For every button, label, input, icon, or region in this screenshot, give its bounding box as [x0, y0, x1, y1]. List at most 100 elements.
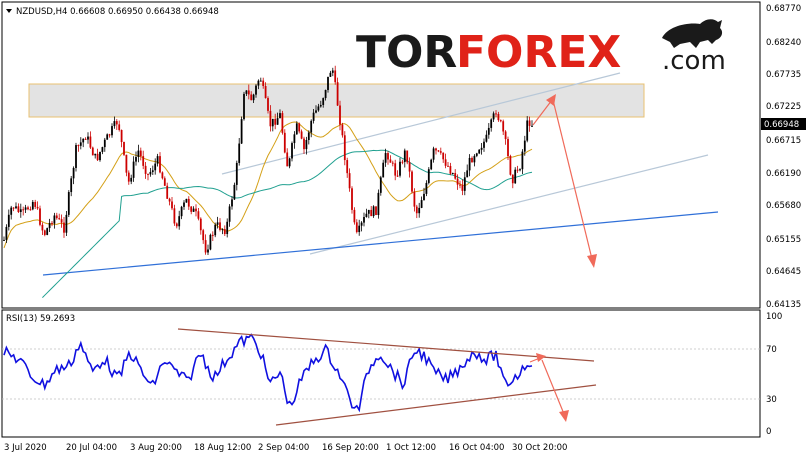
candle-body — [291, 143, 293, 159]
time-tick: 16 Sep 20:00 — [322, 443, 379, 453]
candle-body — [103, 139, 106, 148]
candle-body — [123, 141, 125, 155]
candle-body — [439, 151, 442, 153]
moving-average-fast — [3, 121, 533, 249]
candle-body — [507, 139, 509, 157]
candle-body — [154, 163, 157, 171]
candle-body — [219, 222, 221, 230]
candle-body — [353, 209, 356, 223]
candle-body — [355, 222, 358, 233]
candle-body — [267, 98, 269, 111]
price-tick: 0.67735 — [766, 70, 801, 80]
time-tick: 30 Oct 20:00 — [512, 443, 567, 453]
candle-body — [67, 192, 70, 215]
candle-body — [46, 228, 49, 235]
candle-body — [243, 93, 245, 120]
rsi-lower-trend-line — [275, 384, 597, 426]
candle-body — [48, 222, 51, 229]
candle-body — [514, 169, 517, 184]
candle-body — [365, 213, 368, 218]
candle-body — [324, 89, 327, 99]
current-price-label: 0.66948 — [764, 120, 799, 130]
candle-body — [322, 98, 325, 105]
candle-body — [461, 184, 464, 191]
candle-body — [375, 206, 377, 215]
time-axis: 3 Jul 2020 20 Jul 04:00 3 Aug 20:00 18 A… — [4, 443, 567, 453]
candle-body — [480, 147, 483, 150]
rsi-upper-trend-line — [177, 328, 595, 362]
candle-body — [418, 207, 421, 214]
candle-body — [221, 229, 224, 231]
candle-body — [379, 177, 382, 193]
rsi-level-label: 0 — [766, 427, 771, 437]
candle-body — [432, 148, 435, 160]
candle-body — [293, 134, 296, 144]
candle-body — [504, 131, 507, 140]
candle-body — [113, 121, 116, 127]
candle-body — [166, 185, 169, 199]
candle-body — [408, 162, 411, 172]
candle-body — [238, 143, 241, 163]
candle-body — [257, 80, 260, 86]
candle-body — [377, 192, 380, 215]
candle-body — [60, 219, 63, 223]
candle-body — [276, 118, 279, 125]
candle-body — [298, 123, 301, 132]
candle-body — [195, 208, 197, 212]
candle-body — [394, 163, 397, 176]
rsi-label: RSI(13) 59.2693 — [6, 314, 75, 324]
candle-body — [209, 234, 212, 250]
candle-body — [12, 207, 15, 209]
rsi-forecast-arrow-down — [541, 359, 569, 422]
candle-body — [65, 214, 68, 233]
candle-body — [216, 222, 219, 225]
candle-body — [315, 110, 317, 113]
rsi-level-label: 100 — [766, 312, 782, 322]
candle-body — [528, 120, 531, 126]
candle-body — [91, 147, 94, 156]
candle-body — [192, 208, 195, 212]
candle-body — [139, 150, 142, 157]
candle-body — [135, 156, 137, 162]
candle-body — [175, 223, 178, 227]
candle-body — [108, 134, 111, 136]
candle-body — [317, 106, 320, 111]
candle-body — [370, 209, 373, 217]
candle-body — [442, 152, 445, 160]
candle-body — [519, 169, 521, 171]
candle-body — [413, 191, 416, 207]
chart-dropdown-icon[interactable] — [6, 9, 12, 13]
candle-body — [10, 207, 13, 215]
candle-body — [456, 178, 459, 185]
bull-logo-icon — [662, 19, 723, 48]
candle-body — [367, 209, 370, 214]
candle-body — [348, 173, 351, 189]
candle-body — [7, 214, 10, 227]
candle-body — [523, 140, 526, 152]
candle-body — [31, 201, 34, 210]
time-tick: 3 Aug 20:00 — [130, 443, 182, 453]
price-panel — [1, 1, 761, 309]
candle-body — [427, 169, 430, 183]
candle-body — [24, 207, 27, 210]
price-tick: 0.68240 — [766, 38, 801, 48]
candle-body — [468, 157, 471, 171]
candle-body — [363, 217, 365, 223]
candle-body — [329, 72, 332, 77]
current-price-tag — [761, 118, 806, 130]
candle-body — [351, 188, 353, 210]
candle-body — [334, 70, 337, 83]
candle-body — [286, 152, 289, 167]
candle-body — [39, 208, 41, 225]
candle-body — [94, 153, 97, 156]
svg-text:.com: .com — [662, 46, 726, 76]
candle-body — [185, 198, 188, 203]
candle-body — [204, 240, 207, 253]
candle-body — [151, 170, 154, 172]
candle-body — [341, 124, 344, 136]
candle-body — [101, 147, 104, 152]
candle-body — [425, 182, 428, 194]
candle-body — [447, 165, 449, 167]
candle-body — [79, 142, 82, 146]
candle-body — [180, 206, 183, 217]
